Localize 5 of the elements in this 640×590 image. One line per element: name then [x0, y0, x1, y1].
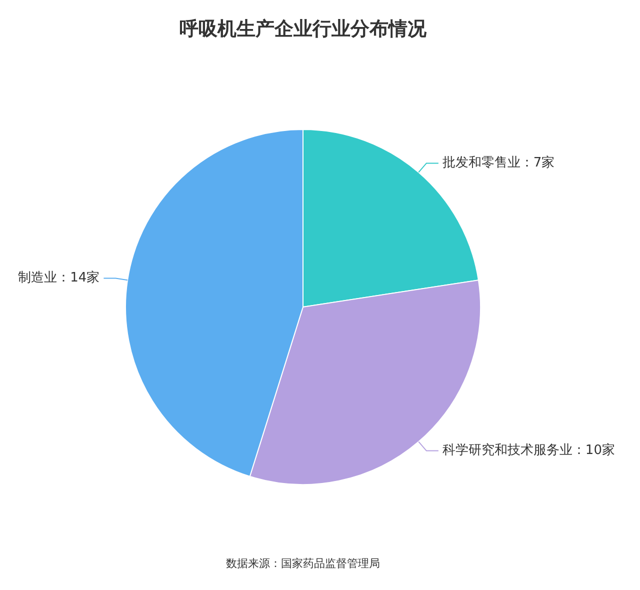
slice-label: 制造业：14家: [18, 270, 100, 286]
source-note: 数据来源：国家药品监督管理局: [225, 556, 381, 571]
slice-label: 批发和零售业：7家: [442, 154, 555, 171]
slice-label: 科学研究和技术服务业：10家: [442, 442, 615, 458]
chart-title: 呼吸机生产企业行业分布情况: [178, 17, 428, 42]
